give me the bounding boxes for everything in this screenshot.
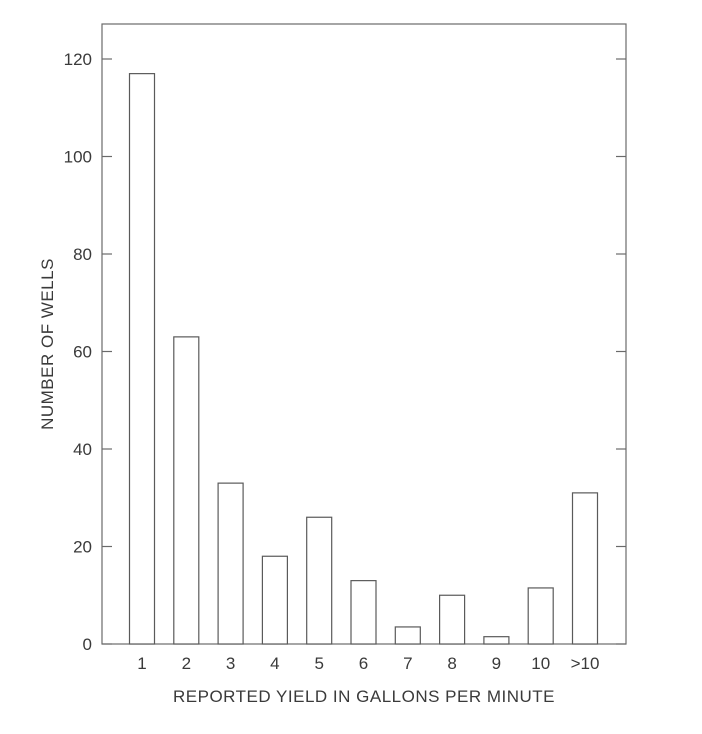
bar xyxy=(174,337,199,644)
x-tick-label: >10 xyxy=(571,654,600,673)
y-tick-label: 0 xyxy=(83,635,92,654)
x-tick-label: 8 xyxy=(447,654,456,673)
y-axis-label: NUMBER OF WELLS xyxy=(38,258,57,430)
bar xyxy=(262,556,287,644)
bar xyxy=(440,595,465,644)
y-tick-label: 40 xyxy=(73,440,92,459)
bar xyxy=(130,74,155,644)
x-tick-label: 2 xyxy=(182,654,191,673)
bar xyxy=(395,627,420,644)
bar xyxy=(573,493,598,644)
x-tick-label: 3 xyxy=(226,654,235,673)
bars-group xyxy=(130,74,598,644)
bar xyxy=(307,517,332,644)
y-tick-label: 20 xyxy=(73,538,92,557)
y-tick-label: 120 xyxy=(64,50,92,69)
y-tick-label: 80 xyxy=(73,245,92,264)
bar xyxy=(351,581,376,644)
x-axis-label: REPORTED YIELD IN GALLONS PER MINUTE xyxy=(173,687,555,706)
x-axis-tick-labels: 1 2 3 4 5 6 7 8 9 10 >10 xyxy=(137,654,599,673)
y-tick-label: 60 xyxy=(73,343,92,362)
bar xyxy=(528,588,553,644)
x-tick-label: 9 xyxy=(492,654,501,673)
bar xyxy=(484,637,509,644)
x-tick-label: 1 xyxy=(137,654,146,673)
x-tick-label: 5 xyxy=(314,654,323,673)
x-tick-label: 6 xyxy=(359,654,368,673)
bar xyxy=(218,483,243,644)
x-tick-label: 10 xyxy=(531,654,550,673)
x-tick-label: 4 xyxy=(270,654,279,673)
y-tick-label: 100 xyxy=(64,148,92,167)
x-tick-label: 7 xyxy=(403,654,412,673)
